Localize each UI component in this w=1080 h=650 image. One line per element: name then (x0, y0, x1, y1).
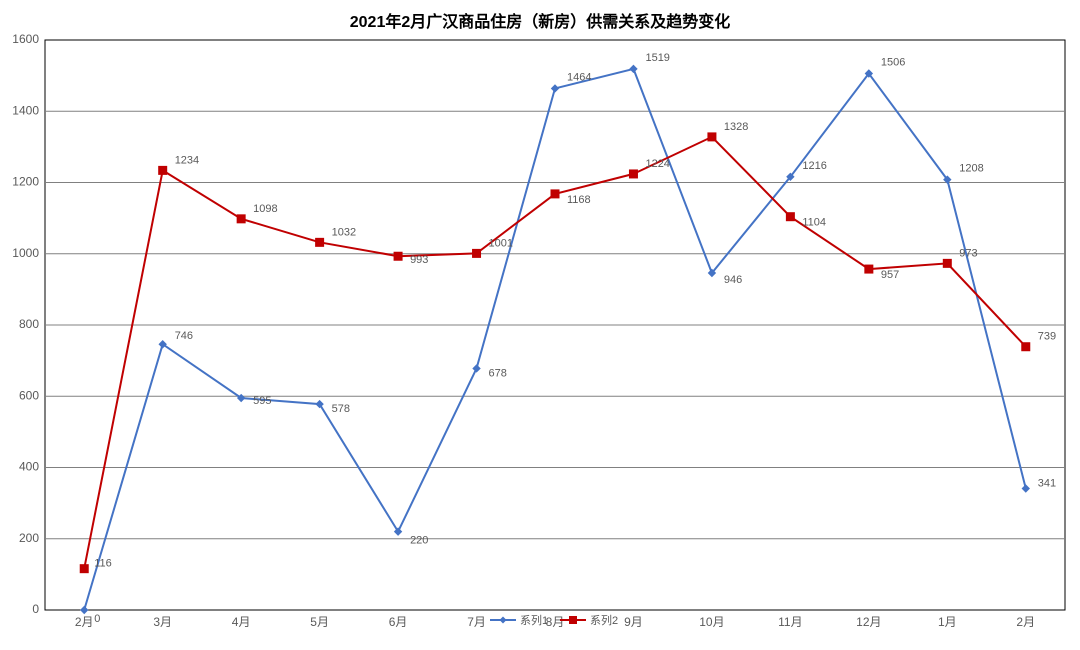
svg-text:2月: 2月 (75, 615, 94, 629)
data-label: 1208 (959, 163, 983, 175)
series-marker (159, 166, 167, 174)
series-marker (80, 565, 88, 573)
series-marker (237, 215, 245, 223)
svg-text:6月: 6月 (389, 615, 408, 629)
data-label: 678 (489, 367, 507, 379)
data-label: 1168 (567, 194, 591, 206)
data-label: 1216 (802, 160, 826, 172)
svg-text:200: 200 (19, 531, 39, 545)
data-label: 1506 (881, 56, 905, 68)
data-label: 957 (881, 269, 899, 281)
legend-marker (569, 616, 577, 624)
data-label: 1098 (253, 203, 277, 215)
svg-text:4月: 4月 (232, 615, 251, 629)
svg-text:800: 800 (19, 317, 39, 331)
svg-text:400: 400 (19, 460, 39, 474)
svg-text:1400: 1400 (12, 103, 39, 117)
svg-text:1200: 1200 (12, 175, 39, 189)
data-label: 1032 (332, 226, 356, 238)
series-marker (943, 259, 951, 267)
svg-text:10月: 10月 (699, 615, 724, 629)
data-label: 946 (724, 274, 742, 286)
series-marker (1022, 485, 1029, 492)
data-label: 1001 (489, 237, 513, 249)
data-label: 993 (410, 254, 428, 266)
series-marker (629, 170, 637, 178)
data-label: 0 (94, 613, 100, 625)
legend-label: 系列2 (590, 613, 618, 627)
data-label: 1464 (567, 71, 591, 83)
series-marker (786, 213, 794, 221)
svg-text:0: 0 (32, 602, 39, 616)
series-marker (551, 190, 559, 198)
legend-marker (500, 617, 507, 624)
data-label: 1224 (645, 158, 669, 170)
data-label: 739 (1038, 331, 1056, 343)
series-marker (552, 85, 559, 92)
data-label: 220 (410, 535, 428, 547)
series-line (84, 69, 1026, 610)
series-line (84, 137, 1026, 569)
data-label: 746 (175, 330, 193, 342)
svg-text:5月: 5月 (310, 615, 329, 629)
data-label: 1104 (802, 217, 826, 229)
svg-text:9月: 9月 (624, 615, 643, 629)
svg-text:1000: 1000 (12, 246, 39, 260)
series-marker (394, 252, 402, 260)
data-label: 578 (332, 403, 350, 415)
data-label: 116 (94, 558, 112, 570)
legend-label: 系列1 (520, 613, 548, 627)
series-marker (708, 133, 716, 141)
data-label: 1519 (645, 52, 669, 64)
line-chart: 0 200 400 600 800 1000 1200 1400 1600 2月 3月 4月 5月 6月 7… (0, 0, 1080, 650)
series-marker (316, 238, 324, 246)
svg-text:8月: 8月 (546, 615, 565, 629)
svg-text:1月: 1月 (938, 615, 957, 629)
data-label: 1234 (175, 154, 199, 166)
series-marker (473, 249, 481, 257)
svg-text:3月: 3月 (153, 615, 172, 629)
data-label: 595 (253, 395, 271, 407)
series-marker (630, 65, 637, 72)
data-label: 973 (959, 247, 977, 259)
series-marker (473, 365, 480, 372)
data-label: 341 (1038, 478, 1056, 490)
series-marker (81, 607, 88, 614)
data-label: 1328 (724, 121, 748, 133)
svg-text:2月: 2月 (1016, 615, 1035, 629)
svg-text:1600: 1600 (12, 32, 39, 46)
series-marker (865, 265, 873, 273)
svg-text:11月: 11月 (778, 615, 802, 629)
svg-text:12月: 12月 (856, 615, 881, 629)
svg-text:600: 600 (19, 388, 39, 402)
series-marker (1022, 343, 1030, 351)
svg-text:7月: 7月 (467, 615, 486, 629)
